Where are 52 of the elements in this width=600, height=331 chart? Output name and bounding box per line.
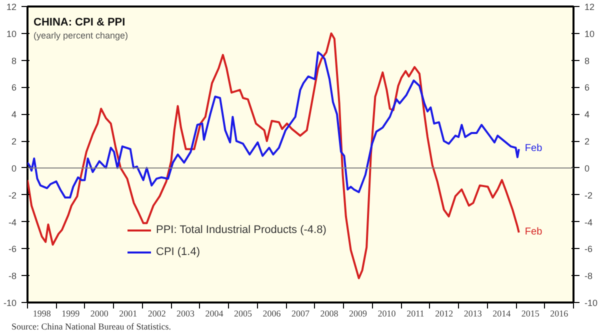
y-tick-label: 4 xyxy=(11,110,17,120)
y2-tick-label: -6 xyxy=(584,244,593,254)
y-tick-label: -10 xyxy=(3,298,17,308)
y-tick-label: -6 xyxy=(8,244,17,254)
x-tick-label: 2011 xyxy=(406,308,424,318)
line-series xyxy=(28,51,520,199)
x-tick-label: 2005 xyxy=(234,308,253,318)
y-tick-label: 12 xyxy=(6,2,17,12)
x-tick-label: 2015 xyxy=(521,308,540,318)
x-tick-label: 2009 xyxy=(348,308,368,318)
y-tick-label: 8 xyxy=(11,56,17,66)
x-tick-label: 2013 xyxy=(464,308,482,318)
legend-label: PPI: Total Industrial Products (-4.8) xyxy=(156,224,326,236)
x-tick-label: 2010 xyxy=(378,308,396,318)
y-tick-label: -2 xyxy=(8,190,17,200)
y2-tick-label: 12 xyxy=(584,2,595,12)
y2-tick-label: -8 xyxy=(584,271,593,282)
annotation: Feb xyxy=(524,143,543,154)
annotation: Feb xyxy=(524,226,543,238)
text: CHINA: CPI & PPI xyxy=(34,16,126,28)
x-tick-label: 1999 xyxy=(62,308,80,318)
legend-label: CPI (1.4) xyxy=(156,246,200,258)
y-tick-label: 6 xyxy=(11,82,17,93)
y2-tick-label: 2 xyxy=(584,136,590,147)
y-tick-label: -4 xyxy=(8,217,17,228)
source-note: Source: China National Bureau of Statistics. xyxy=(12,322,171,331)
x-tick-label: 2003 xyxy=(176,308,196,318)
x-tick-label: 2007 xyxy=(292,308,310,318)
y-tick-label: 10 xyxy=(6,28,17,39)
y2-tick-label: -10 xyxy=(584,298,598,308)
x-tick-label: 2008 xyxy=(320,308,339,318)
y2-tick-label: 0 xyxy=(584,163,590,174)
y-tick-label: -8 xyxy=(8,271,17,282)
x-tick-label: 2006 xyxy=(262,308,282,318)
x-tick-label: 1998 xyxy=(32,308,52,318)
x-tick-label: 2001 xyxy=(119,308,138,318)
y2-tick-label: 4 xyxy=(584,110,590,120)
y-tick-label: 2 xyxy=(11,136,17,147)
y2-tick-label: -4 xyxy=(584,217,593,228)
x-tick-label: 2014 xyxy=(492,308,512,318)
line-series xyxy=(28,32,520,280)
y2-tick-label: 10 xyxy=(584,28,595,39)
x-tick-label: 2004 xyxy=(205,308,224,318)
x-tick-label: 2000 xyxy=(90,308,109,318)
x-tick-label: 2002 xyxy=(148,308,166,318)
y-tick-label: 0 xyxy=(11,163,17,174)
text: (yearly percent change) xyxy=(34,30,128,40)
x-tick-label: 2012 xyxy=(435,308,454,318)
y2-tick-label: 6 xyxy=(584,82,590,93)
x-tick-label: 2016 xyxy=(550,308,569,318)
y2-tick-label: 8 xyxy=(584,56,590,66)
y2-tick-label: -2 xyxy=(584,190,593,200)
